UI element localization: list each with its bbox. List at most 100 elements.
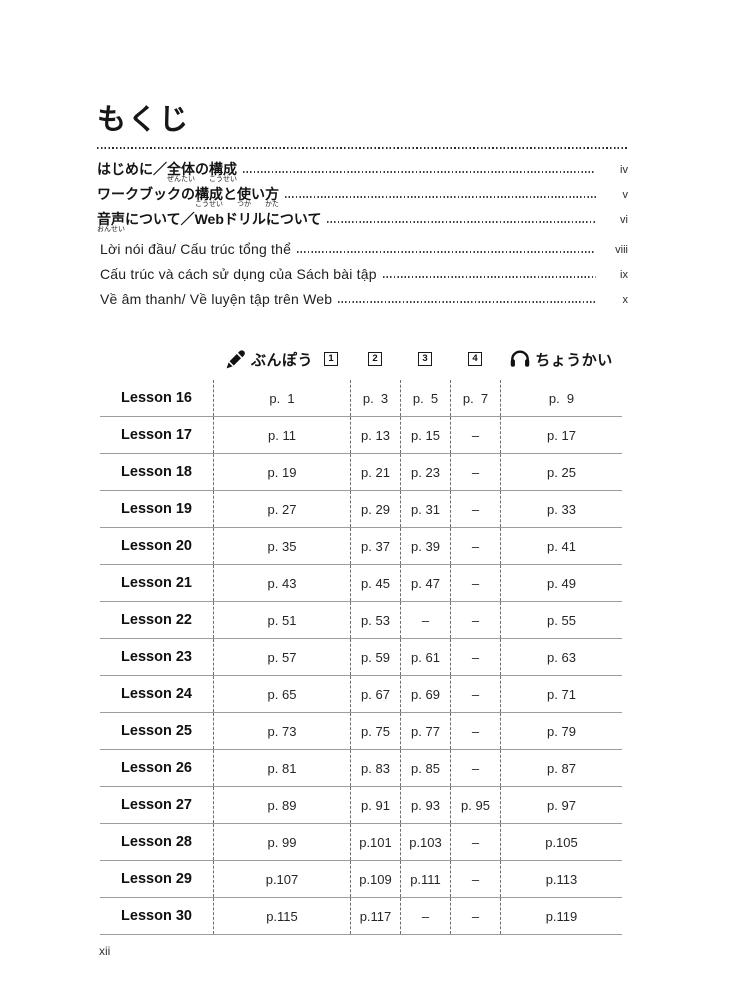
page-cell: p. 55	[500, 602, 622, 638]
toc-page-number: vi	[620, 214, 628, 226]
toc-leader-dots	[338, 301, 596, 303]
page-cell: p. 1	[213, 380, 350, 416]
text-segment: ワークブックの	[97, 186, 195, 202]
toc-entry: はじめに／全体 ぜんたい の構成 こうせい iv	[97, 161, 628, 186]
furigana: おんせい	[97, 225, 125, 233]
segment-text: ワークブックの	[97, 186, 195, 202]
table-row: Lesson 19 p. 27 p. 29 p. 31– p. 33	[100, 491, 622, 528]
segment-text: 音声	[97, 211, 125, 227]
toc-entry-label: はじめに／全体 ぜんたい の構成 こうせい	[97, 161, 237, 183]
furigana: こうせい	[195, 200, 223, 208]
listening-label: ちょうかい	[535, 351, 613, 369]
page-cell: p.111	[400, 861, 450, 897]
page-cell: –	[450, 713, 500, 749]
lesson-name: Lesson 16	[121, 390, 192, 406]
segment-text: 全体	[167, 161, 195, 177]
part-number-box-1: 1	[324, 352, 338, 366]
header-part-4: 4	[450, 338, 500, 380]
segment-text: 方	[265, 186, 279, 202]
toc-entry-label: 音声 おんせい について／Webドリルについて	[97, 211, 321, 233]
page-cell: –	[450, 417, 500, 453]
page-cell: p. 79	[500, 713, 622, 749]
page-cell: p. 61	[400, 639, 450, 675]
lesson-name: Lesson 25	[121, 723, 192, 739]
toc-page-number: ix	[620, 269, 628, 281]
text-segment: 使つか	[237, 186, 251, 208]
page-cell: p. 19	[213, 454, 350, 490]
lesson-name: Lesson 30	[121, 908, 192, 924]
page-cell: p. 11	[213, 417, 350, 453]
page-cell: p. 15	[400, 417, 450, 453]
toc-leader-dots	[285, 196, 596, 198]
toc-entry: ワークブックの構成 こうせい と使 つか い方 かた v	[97, 186, 628, 211]
header-lesson-spacer	[100, 338, 213, 380]
lesson-name: Lesson 18	[121, 464, 192, 480]
page-cell: p. 95	[450, 787, 500, 823]
segment-text: について／Webドリルについて	[125, 211, 322, 227]
lesson-name: Lesson 21	[121, 575, 192, 591]
text-segment: 全体 ぜんたい	[167, 161, 195, 183]
page-cell: –	[400, 898, 450, 934]
page-cell: p. 47	[400, 565, 450, 601]
segment-text: と	[223, 186, 237, 202]
part-number-box-3: 3	[418, 352, 432, 366]
page-cell: p. 71	[500, 676, 622, 712]
page-cell: p.109	[350, 861, 400, 897]
page-cell: –	[450, 565, 500, 601]
lesson-name: Lesson 29	[121, 871, 192, 887]
text-segment: い	[251, 186, 265, 202]
text-segment: 構成 こうせい	[195, 186, 223, 208]
page-cell: –	[400, 602, 450, 638]
furigana: ぜんたい	[167, 175, 195, 183]
page-cell: p.105	[500, 824, 622, 860]
page-cell: p. 17	[500, 417, 622, 453]
headphones-icon	[509, 348, 531, 370]
page-cell: p. 51	[213, 602, 350, 638]
page-cell: p. 41	[500, 528, 622, 564]
page-cell: p. 69	[400, 676, 450, 712]
furigana: かた	[265, 200, 279, 208]
toc-entry-label: Về âm thanh/ Về luyện tập trên Web	[100, 291, 333, 307]
text-segment: 構成 こうせい	[209, 161, 237, 183]
text-segment: 音声 おんせい	[97, 211, 125, 233]
toc-japanese-entries: はじめに／全体 ぜんたい の構成 こうせい iv ワークブックの構成 こうせい と使 つか い方か…	[97, 161, 628, 236]
page-cell: p. 31	[400, 491, 450, 527]
header-part-2: 2	[350, 338, 400, 380]
lesson-name: Lesson 26	[121, 760, 192, 776]
page-cell: p. 57	[213, 639, 350, 675]
toc-entry: 音声 おんせい について／Webドリルについて vi	[97, 211, 628, 236]
table-row: Lesson 21 p. 43 p. 45 p. 47– p. 49	[100, 565, 622, 602]
page-cell: –	[450, 861, 500, 897]
page-cell: p. 39	[400, 528, 450, 564]
segment-text: い	[251, 186, 265, 202]
page-cell: p. 65	[213, 676, 350, 712]
page-cell: p. 23	[400, 454, 450, 490]
header-grammar: ぶんぽう 1	[213, 338, 350, 380]
page-cell: –	[450, 898, 500, 934]
table-header-row: ぶんぽう 1 2 3 4 ちょうかい	[100, 338, 622, 380]
lesson-name: Lesson 23	[121, 649, 192, 665]
table-row: Lesson 22 p. 51 p. 53– – p. 55	[100, 602, 622, 639]
page-cell: –	[450, 602, 500, 638]
table-row: Lesson 28 p. 99 p.101 p.103– p.105	[100, 824, 622, 861]
text-segment: について／Webドリルについて	[125, 211, 321, 227]
page-cell: p. 75	[350, 713, 400, 749]
page-cell: p. 49	[500, 565, 622, 601]
table-row: Lesson 18 p. 19 p. 21 p. 23– p. 25	[100, 454, 622, 491]
pencil-icon	[225, 349, 246, 370]
page-cell: –	[450, 750, 500, 786]
page-cell: p. 13	[350, 417, 400, 453]
toc-entry-label: Lời nói đầu/ Cấu trúc tổng thể	[100, 241, 292, 257]
page-cell: p. 53	[350, 602, 400, 638]
toc-entry-label: Cấu trúc và cách sử dụng của Sách bài tậ…	[100, 266, 377, 282]
page-cell: –	[450, 491, 500, 527]
page-cell: –	[450, 454, 500, 490]
page-cell: p.113	[500, 861, 622, 897]
table-row: Lesson 25 p. 73 p. 75 p. 77– p. 79	[100, 713, 622, 750]
page-cell: p. 73	[213, 713, 350, 749]
toc-leader-dots	[382, 276, 596, 278]
text-segment: はじめに／	[97, 161, 167, 177]
segment-text: 構成	[209, 161, 237, 177]
page-cell: –	[450, 824, 500, 860]
header-part-3: 3	[400, 338, 450, 380]
